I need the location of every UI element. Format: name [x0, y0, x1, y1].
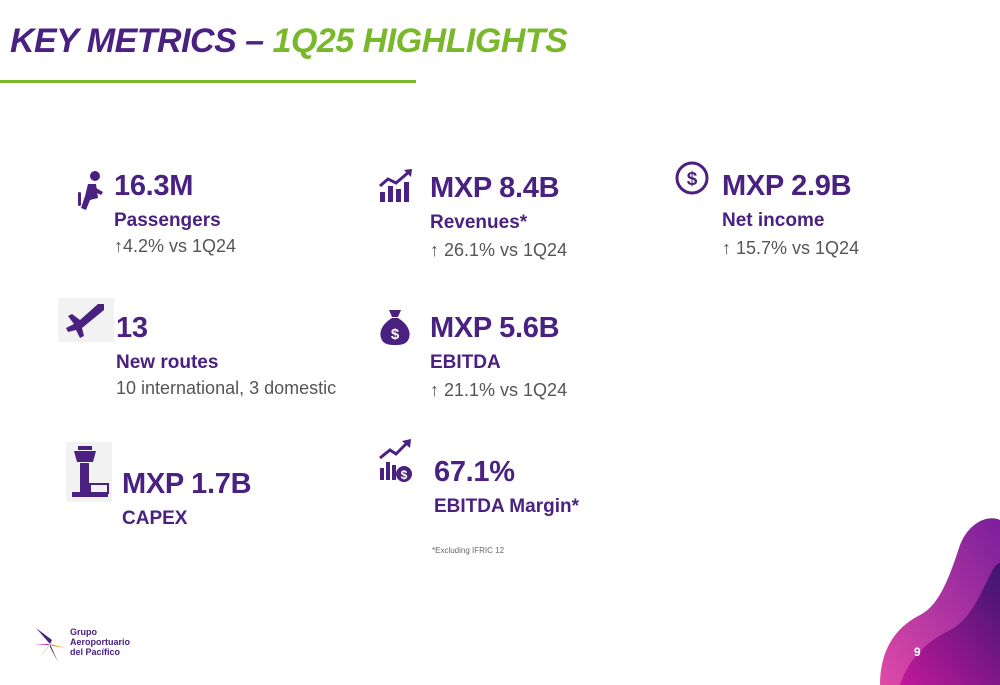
- capex-label: CAPEX: [122, 508, 188, 529]
- metric-net-income: $ MXP 2.9B Net income ↑ 15.7% vs 1Q24: [674, 158, 934, 258]
- metric-revenues: MXP 8.4B Revenues* ↑ 26.1% vs 1Q24: [378, 166, 638, 266]
- seated-passenger-icon: [78, 171, 103, 210]
- logo-line-3: del Pacífico: [70, 647, 121, 657]
- new-routes-detail: 10 international, 3 domestic: [116, 378, 337, 398]
- revenues-change: ↑ 26.1% vs 1Q24: [430, 240, 568, 260]
- logo-line-2: Aeroportuario: [70, 637, 131, 647]
- svg-text:$: $: [687, 169, 698, 190]
- net-income-label: Net income: [722, 210, 825, 231]
- metric-ebitda: $ MXP 5.6B EBITDA ↑ 21.1% vs 1Q24: [378, 308, 638, 408]
- passengers-label: Passengers: [114, 210, 221, 231]
- svg-text:$: $: [391, 326, 400, 343]
- company-logo-text: Grupo Aeroportuario del Pacífico: [70, 627, 130, 657]
- ebitda-margin-label: EBITDA Margin*: [434, 496, 579, 517]
- metric-passengers: 16.3M Passengers ↑4.2% vs 1Q24: [76, 166, 336, 266]
- capex-value: MXP 1.7B: [122, 468, 252, 500]
- revenues-label: Revenues*: [430, 212, 528, 233]
- page-number: 9: [914, 645, 921, 659]
- passengers-value: 16.3M: [114, 170, 194, 202]
- net-income-value: MXP 2.9B: [722, 170, 852, 202]
- finance-growth-icon: $: [379, 439, 412, 482]
- airplane-icon: [58, 298, 114, 342]
- passengers-change: ↑4.2% vs 1Q24: [114, 236, 237, 256]
- title-key-metrics: KEY METRICS –: [10, 22, 273, 60]
- ebitda-change: ↑ 21.1% vs 1Q24: [430, 380, 568, 400]
- title-underline: [0, 80, 416, 83]
- footnote: *Excluding IFRIC 12: [432, 546, 505, 555]
- metric-ebitda-margin: $ 67.1% EBITDA Margin*: [378, 438, 638, 538]
- money-bag-icon: $: [380, 310, 410, 345]
- gap-logo-icon: [34, 628, 66, 662]
- metric-capex: MXP 1.7B CAPEX: [66, 442, 326, 542]
- logo-line-1: Grupo: [70, 627, 97, 637]
- growth-chart-icon: [379, 169, 412, 202]
- dollar-coin-icon: $: [675, 161, 709, 195]
- net-income-change: ↑ 15.7% vs 1Q24: [722, 238, 860, 258]
- control-tower-icon: [66, 442, 112, 502]
- svg-text:$: $: [401, 468, 408, 482]
- page-title: KEY METRICS – 1Q25 HIGHLIGHTS: [10, 22, 568, 61]
- metric-new-routes: 13 New routes 10 international, 3 domest…: [58, 298, 358, 408]
- revenues-value: MXP 8.4B: [430, 172, 560, 204]
- ebitda-label: EBITDA: [430, 352, 501, 373]
- ebitda-value: MXP 5.6B: [430, 312, 560, 344]
- new-routes-value: 13: [116, 312, 148, 344]
- title-highlights: 1Q25 HIGHLIGHTS: [272, 22, 568, 60]
- ebitda-margin-value: 67.1%: [434, 456, 515, 488]
- new-routes-label: New routes: [116, 352, 219, 373]
- decorative-wave: [880, 518, 1000, 685]
